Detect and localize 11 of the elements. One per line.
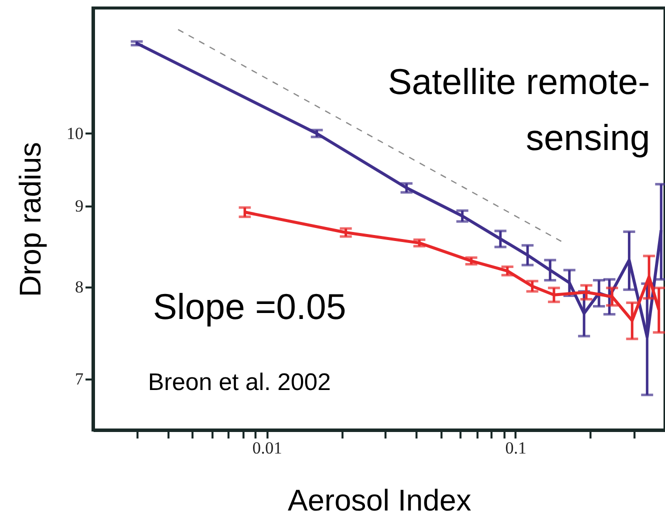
y-tick-label: 8 — [75, 278, 84, 297]
x-tick-label: 0.1 — [505, 438, 526, 458]
y-axis-title: Drop radius — [14, 142, 48, 298]
x-axis-title: Aerosol Index — [288, 484, 472, 517]
y-tick-label: 7 — [75, 369, 84, 388]
annotation: Slope =0.05 — [153, 286, 346, 327]
x-tick-label: 0.01 — [252, 438, 282, 458]
y-tick-label: 10 — [66, 124, 84, 143]
annotation: Breon et al. 2002 — [148, 369, 331, 396]
annotation: Satellite remote-sensing — [388, 61, 650, 158]
y-tick-label: 9 — [75, 196, 84, 216]
